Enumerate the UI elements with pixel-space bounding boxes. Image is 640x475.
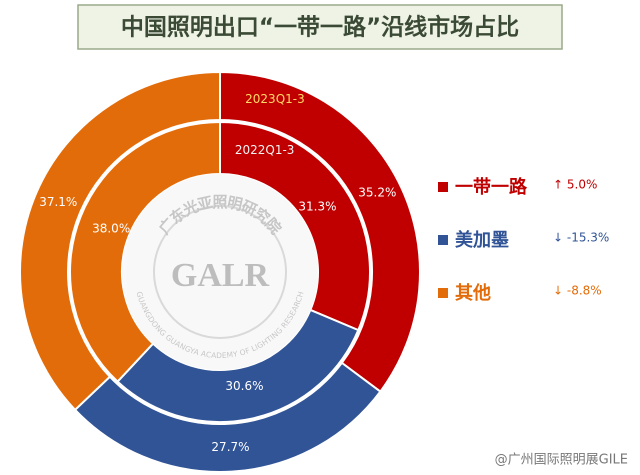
watermark-logo: GALR (171, 257, 270, 294)
ring-label: 2023Q1-3 (245, 92, 305, 106)
legend-change: ↑ 5.0% (553, 178, 597, 192)
legend-label: 一带一路 (455, 176, 528, 198)
watermark-ring (153, 205, 287, 339)
value-label: 35.2% (358, 186, 396, 200)
slice (19, 70, 221, 412)
ring-label: 2022Q1-3 (235, 143, 295, 157)
legend-change: ↓ -8.8% (553, 284, 602, 298)
title-box (77, 4, 563, 50)
legend-label: 其他 (455, 282, 491, 304)
legend-swatch (438, 235, 448, 245)
footer: @广州国际照明展GILE (495, 453, 628, 468)
legend-change: ↓ -15.3% (553, 231, 609, 245)
value-label: 37.1% (39, 195, 77, 209)
legend: 一带一路 ↑ 5.0% 美加墨 ↓ -15.3% 其他 ↓ -8.8% (438, 176, 609, 304)
watermark: 广东光亚照明研究院 GALR GUANGDONG GUANGYA ACADEMY… (122, 174, 318, 370)
value-label: 27.7% (211, 440, 249, 454)
legend-swatch (438, 182, 448, 192)
legend-label: 美加墨 (455, 229, 509, 251)
rings: 35.2% 27.7% 37.1% 2023Q1-3 31.3% 30.6% 38.0% 20… (19, 70, 421, 473)
value-label: 30.6% (225, 379, 263, 393)
watermark-disc (122, 174, 318, 370)
value-label: 31.3% (298, 200, 336, 214)
value-label: 38.0% (92, 222, 130, 236)
chart-title: 中国照明出口“一带一路”沿线市场占比 (121, 14, 519, 41)
legend-swatch (438, 288, 448, 298)
slice (219, 70, 421, 393)
